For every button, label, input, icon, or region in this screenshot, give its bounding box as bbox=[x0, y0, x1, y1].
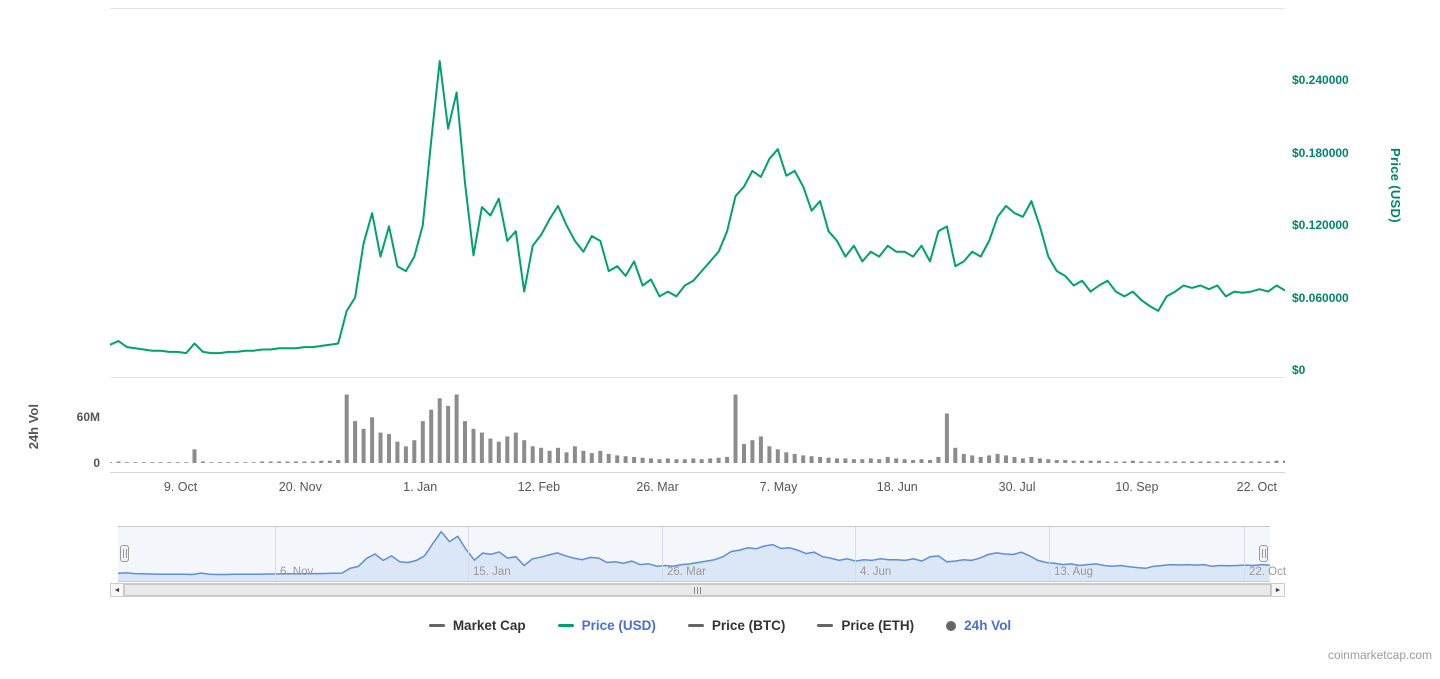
navigator-gridline bbox=[468, 527, 469, 581]
navigator-gridline bbox=[1049, 527, 1050, 581]
series-line-marker-icon bbox=[428, 624, 445, 627]
legend-item-label: Market Cap bbox=[452, 618, 526, 633]
volume-plot-top-border bbox=[110, 377, 1285, 378]
x-axis-line bbox=[110, 472, 1285, 473]
price-axis-tick-label: $0.240000 bbox=[1292, 73, 1349, 88]
legend-item-price-usd[interactable]: Price (USD) bbox=[557, 618, 656, 633]
legend-item-price-eth[interactable]: Price (ETH) bbox=[817, 618, 914, 633]
scrollbar-track[interactable] bbox=[123, 583, 1272, 597]
price-axis-tick-label: $0.180000 bbox=[1292, 145, 1349, 160]
navigator-gridline bbox=[275, 527, 276, 581]
volume-axis-tick-label: 0 bbox=[93, 456, 100, 470]
x-axis-tick-label: 10. Sep bbox=[1115, 480, 1159, 494]
range-navigator[interactable]: 6. Nov 15. Jan 26. Mar 4. Jun 13. Aug 22. Oct bbox=[118, 526, 1286, 582]
legend-item-price-btc[interactable]: Price (BTC) bbox=[687, 618, 786, 633]
price-axis-tick-label: $0.060000 bbox=[1292, 290, 1349, 305]
scrollbar-grip-icon bbox=[694, 586, 701, 594]
series-circle-marker-icon bbox=[946, 620, 957, 631]
volume-axis-title: 24h Vol bbox=[26, 404, 41, 450]
scrollbar-thumb[interactable] bbox=[124, 584, 1271, 596]
watermark: coinmarketcap.com bbox=[1327, 648, 1432, 662]
horizontal-scrollbar[interactable]: ◄ ► bbox=[110, 583, 1285, 597]
legend-item-label: 24h Vol bbox=[964, 618, 1012, 633]
navigator-left-handle[interactable] bbox=[120, 545, 129, 562]
scrollbar-left-button[interactable]: ◄ bbox=[110, 583, 124, 597]
volume-chart-plot-area[interactable] bbox=[110, 377, 1285, 463]
legend-item-24h-vol[interactable]: 24h Vol bbox=[946, 618, 1011, 633]
series-line-marker-icon bbox=[557, 624, 574, 627]
legend-item-label: Price (USD) bbox=[581, 618, 656, 633]
x-axis-tick-label: 7. May bbox=[759, 480, 798, 494]
x-axis-tick-label: 22. Oct bbox=[1236, 480, 1277, 494]
legend-item-label: Price (ETH) bbox=[841, 618, 915, 633]
right-arrow-icon: ► bbox=[1274, 586, 1282, 594]
x-axis-tick-label: 20. Nov bbox=[278, 480, 322, 494]
navigator-mini-chart bbox=[118, 530, 1270, 581]
navigator-area-fill bbox=[118, 531, 1270, 581]
navigator-tick-label: 13. Aug bbox=[1054, 566, 1094, 578]
x-axis-tick-label: 9. Oct bbox=[163, 480, 198, 494]
left-arrow-icon: ◄ bbox=[113, 586, 121, 594]
price-usd-line bbox=[110, 60, 1285, 355]
price-chart-plot-area[interactable] bbox=[110, 8, 1285, 370]
navigator-tick-label: 6. Nov bbox=[280, 566, 314, 578]
navigator-tick-label: 15. Jan bbox=[473, 566, 511, 578]
series-line-marker-icon bbox=[817, 624, 834, 627]
series-line-marker-icon bbox=[687, 624, 704, 627]
x-axis-tick-label: 30. Jul bbox=[998, 480, 1036, 494]
navigator-tick-label: 26. Mar bbox=[667, 566, 706, 578]
x-axis-tick-label: 26. Mar bbox=[636, 480, 679, 494]
navigator-right-handle[interactable] bbox=[1259, 545, 1268, 562]
scrollbar-right-button[interactable]: ► bbox=[1271, 583, 1285, 597]
x-axis-tick-label: 18. Jun bbox=[876, 480, 918, 494]
chart-legend: Market Cap Price (USD) Price (BTC) Price (E… bbox=[0, 618, 1440, 633]
price-axis-tick-label: $0 bbox=[1292, 363, 1306, 377]
legend-item-label: Price (BTC) bbox=[711, 618, 786, 633]
navigator-tick-label: 22. Oct bbox=[1249, 566, 1287, 578]
volume-axis-tick-label: 60M bbox=[76, 410, 100, 425]
chart-top-border bbox=[110, 8, 1285, 9]
navigator-gridline bbox=[855, 527, 856, 581]
navigator-tick-label: 4. Jun bbox=[860, 566, 892, 578]
navigator-gridline bbox=[662, 527, 663, 581]
volume-bars bbox=[110, 394, 1285, 463]
price-axis-title: Price (USD) bbox=[1388, 148, 1403, 223]
navigator-line bbox=[118, 530, 1270, 576]
x-axis-tick-label: 12. Feb bbox=[517, 480, 561, 494]
navigator-gridline bbox=[1244, 527, 1245, 581]
price-axis-tick-label: $0.120000 bbox=[1292, 218, 1349, 233]
x-axis-tick-label: 1. Jan bbox=[403, 480, 438, 494]
legend-item-market-cap[interactable]: Market Cap bbox=[428, 618, 526, 633]
